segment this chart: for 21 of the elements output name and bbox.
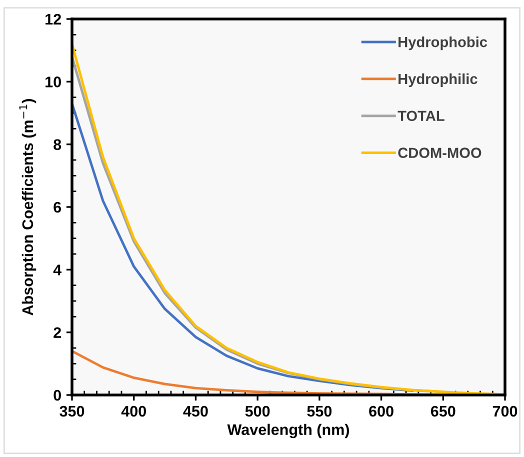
- x-tick-label: 500: [245, 406, 270, 417]
- x-tick-label: 700: [492, 406, 518, 417]
- y-axis-title: Absorption Coefficients (m$^{−1}$): [19, 99, 36, 316]
- y-tick-label: 12: [46, 14, 61, 25]
- y-tick-label: 10: [46, 76, 61, 88]
- x-tick-label: 650: [430, 406, 456, 417]
- y-tick-label: 6: [54, 202, 62, 213]
- y-tick-label: 0: [54, 390, 61, 401]
- y-tick-label: 4: [53, 264, 62, 276]
- x-tick-label: 450: [183, 406, 208, 417]
- legend-label: CDOM-MOO: [398, 148, 482, 158]
- x-tick-label: 350: [60, 406, 84, 417]
- legend-label: Hydrophobic: [398, 36, 488, 50]
- x-tick-label: 600: [369, 406, 394, 417]
- y-tick-label: 8: [54, 139, 62, 150]
- x-tick-label: 400: [121, 406, 146, 417]
- y-tick-label: 2: [54, 327, 61, 338]
- x-tick-label: 550: [307, 406, 332, 417]
- legend-label: Hydrophilic: [398, 73, 478, 88]
- legend-label: TOTAL: [398, 110, 444, 122]
- x-axis-title: Wavelength (nm): [227, 424, 349, 438]
